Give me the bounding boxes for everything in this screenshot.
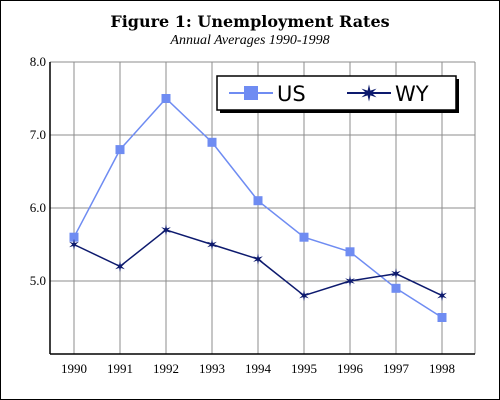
- x-tick-label: 1996: [337, 361, 364, 376]
- tick-labels: 5.0 6.0 7.0 8.0 1990 1991 1992 1993 1994 1995 1996…: [30, 54, 455, 376]
- x-tick-label: 1994: [245, 361, 272, 376]
- data-point-us: [253, 196, 263, 206]
- chart-subtitle: Annual Averages 1990-1998: [170, 33, 330, 48]
- chart-title: Figure 1: Unemployment Rates: [110, 12, 390, 31]
- data-point-wy: [391, 268, 401, 280]
- series-lines: [69, 94, 447, 322]
- data-point-wy: [345, 275, 355, 287]
- legend-marker-wy: [361, 84, 377, 102]
- legend: US WY: [216, 75, 459, 113]
- y-tick-label: 7.0: [30, 127, 46, 142]
- data-point-wy: [253, 253, 263, 265]
- data-point-us: [161, 94, 171, 103]
- y-tick-label: 5.0: [30, 273, 46, 288]
- data-point-us: [69, 232, 79, 242]
- data-point-wy: [161, 224, 171, 236]
- data-point-us: [299, 232, 309, 242]
- legend-marker-us: [244, 86, 258, 100]
- data-point-us: [207, 137, 217, 147]
- data-point-wy: [299, 290, 309, 302]
- legend-label-us: US: [277, 82, 306, 106]
- y-tick-label: 8.0: [30, 54, 46, 69]
- x-tick-label: 1995: [291, 361, 317, 376]
- data-point-us: [437, 313, 447, 322]
- y-tick-label: 6.0: [30, 200, 46, 215]
- legend-label-wy: WY: [395, 82, 429, 106]
- x-tick-label: 1991: [107, 361, 133, 376]
- data-point-wy: [437, 290, 447, 302]
- x-tick-label: 1998: [429, 361, 455, 376]
- x-tick-label: 1992: [153, 361, 179, 376]
- data-point-us: [391, 283, 401, 293]
- x-tick-label: 1993: [199, 361, 225, 376]
- data-point-wy: [207, 238, 217, 251]
- data-point-wy: [115, 260, 125, 272]
- axes: [49, 62, 475, 355]
- data-point-us: [345, 247, 355, 257]
- x-tick-label: 1997: [383, 361, 410, 376]
- data-point-wy: [69, 238, 79, 251]
- data-point-us: [115, 145, 125, 155]
- x-tick-label: 1990: [61, 361, 87, 376]
